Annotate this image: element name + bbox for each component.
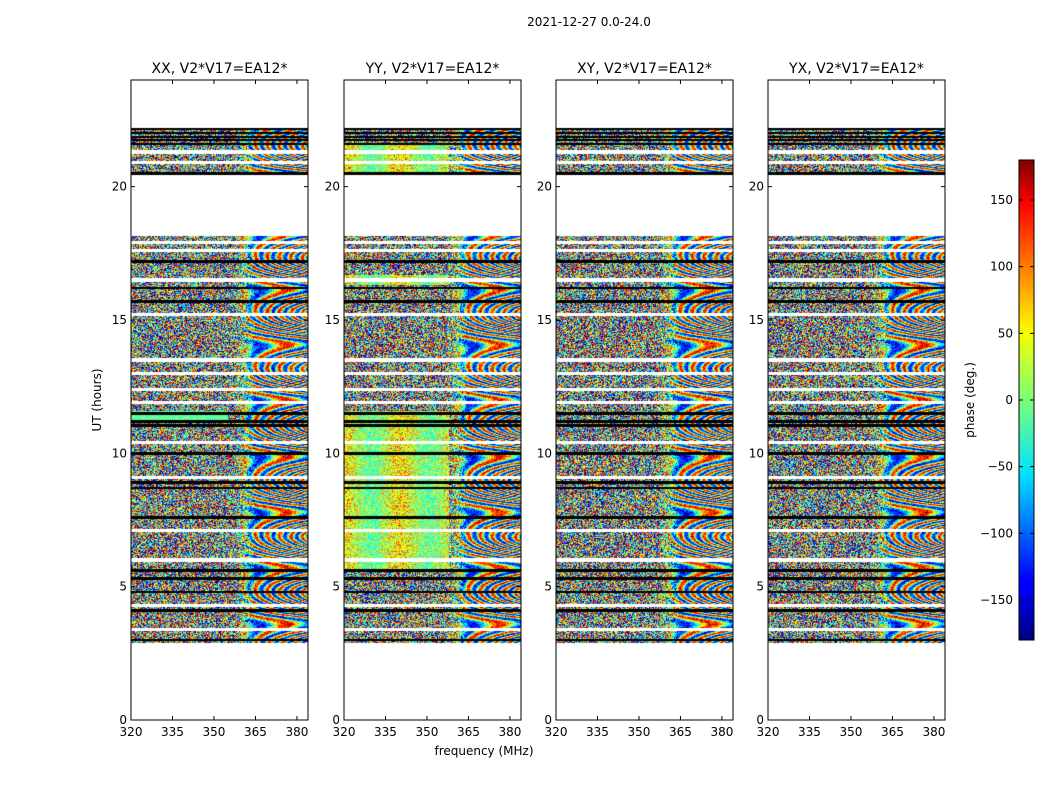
x-tick-label: 320 bbox=[757, 725, 780, 739]
colorbar-tick-label: −50 bbox=[988, 460, 1013, 474]
panel-xx: XX, V2*V17=EA12* 320 335 350 365 380 0 5 10 15 20 bbox=[112, 61, 309, 739]
x-tick-label: 335 bbox=[586, 725, 609, 739]
x-tick-label: 335 bbox=[374, 725, 397, 739]
x-tick-label: 365 bbox=[881, 725, 904, 739]
panel-title: XY, V2*V17=EA12* bbox=[577, 61, 712, 77]
x-tick-label: 335 bbox=[798, 725, 821, 739]
x-tick-label: 335 bbox=[161, 725, 184, 739]
axes-frame bbox=[555, 79, 734, 721]
x-tick-label: 350 bbox=[840, 725, 863, 739]
y-tick-label: 10 bbox=[112, 446, 127, 460]
axes-frame bbox=[767, 79, 946, 721]
x-tick-label: 380 bbox=[498, 725, 521, 739]
y-tick-label: 20 bbox=[537, 180, 552, 194]
y-tick-label: 10 bbox=[749, 446, 764, 460]
heatmap-image bbox=[768, 80, 945, 720]
y-tick-label: 0 bbox=[544, 713, 552, 727]
colorbar-tick-label: −100 bbox=[980, 526, 1013, 540]
y-tick-label: 5 bbox=[119, 580, 127, 594]
colorbar: −150 −100 −50 0 50 100 150 bbox=[980, 159, 1035, 641]
colorbar-tick-label: 0 bbox=[1005, 393, 1013, 407]
colorbar-label: phase (deg.) bbox=[963, 362, 977, 438]
heatmap-image bbox=[131, 80, 308, 720]
x-tick-label: 380 bbox=[922, 725, 945, 739]
x-tick-label: 380 bbox=[710, 725, 733, 739]
y-tick-label: 5 bbox=[332, 580, 340, 594]
y-tick-label: 15 bbox=[112, 313, 127, 327]
colorbar-tick-label: 150 bbox=[990, 193, 1013, 207]
panel-title: YY, V2*V17=EA12* bbox=[365, 61, 500, 77]
x-tick-label: 350 bbox=[203, 725, 226, 739]
y-tick-label: 20 bbox=[112, 180, 127, 194]
y-tick-label: 10 bbox=[537, 446, 552, 460]
y-tick-label: 15 bbox=[537, 313, 552, 327]
y-tick-label: 0 bbox=[756, 713, 764, 727]
x-tick-label: 365 bbox=[669, 725, 692, 739]
panel-xy: XY, V2*V17=EA12* 320 335 350 365 380 0 5 10 15 20 bbox=[537, 61, 734, 739]
x-axis-label: frequency (MHz) bbox=[434, 744, 533, 758]
colorbar-tick-label: 100 bbox=[990, 260, 1013, 274]
colorbar-tick-label: −150 bbox=[980, 593, 1013, 607]
x-tick-label: 350 bbox=[416, 725, 439, 739]
axes-frame bbox=[130, 79, 309, 721]
y-tick-label: 5 bbox=[756, 580, 764, 594]
panel-title: YX, V2*V17=EA12* bbox=[788, 61, 924, 77]
colorbar-tick-label: 50 bbox=[998, 326, 1013, 340]
y-tick-label: 15 bbox=[325, 313, 340, 327]
y-axis-label: UT (hours) bbox=[90, 368, 104, 431]
y-tick-label: 5 bbox=[544, 580, 552, 594]
y-tick-label: 15 bbox=[749, 313, 764, 327]
x-tick-label: 380 bbox=[285, 725, 308, 739]
heatmap-image bbox=[344, 80, 521, 720]
y-tick-label: 10 bbox=[325, 446, 340, 460]
x-tick-label: 350 bbox=[628, 725, 651, 739]
y-tick-label: 0 bbox=[119, 713, 127, 727]
y-tick-label: 20 bbox=[325, 180, 340, 194]
figure-suptitle: 2021-12-27 0.0-24.0 bbox=[527, 15, 651, 29]
y-tick-label: 20 bbox=[749, 180, 764, 194]
x-tick-label: 320 bbox=[333, 725, 356, 739]
x-tick-label: 365 bbox=[244, 725, 267, 739]
y-tick-label: 0 bbox=[332, 713, 340, 727]
x-tick-label: 320 bbox=[120, 725, 143, 739]
heatmap-image bbox=[556, 80, 733, 720]
x-tick-label: 365 bbox=[457, 725, 480, 739]
axes-frame bbox=[343, 79, 522, 721]
panel-yx: YX, V2*V17=EA12* 320 335 350 365 380 0 5 10 15 20 bbox=[749, 61, 946, 739]
panel-title: XX, V2*V17=EA12* bbox=[152, 61, 288, 77]
panel-yy: YY, V2*V17=EA12* 320 335 350 365 380 0 5 10 15 20 bbox=[325, 61, 522, 739]
x-tick-label: 320 bbox=[545, 725, 568, 739]
